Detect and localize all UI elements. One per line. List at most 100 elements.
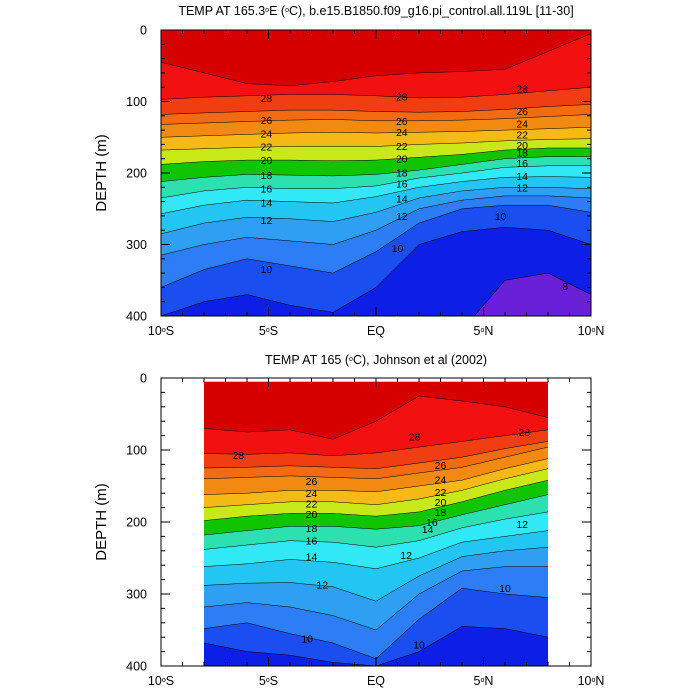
contour-line-t16 <box>161 165 591 199</box>
contour-label: 18 <box>306 523 318 535</box>
contour-label: 22 <box>435 487 447 499</box>
contour-fills <box>161 30 591 316</box>
contour-line-t9 <box>203 626 549 666</box>
x-tick-label: 5oN <box>474 324 494 338</box>
contour-line-t11 <box>203 566 548 631</box>
contour-line-t10 <box>161 204 591 288</box>
y-tick-label: 400 <box>126 310 147 324</box>
x-tick-label: 10oS <box>148 324 174 338</box>
contour-line-t26 <box>161 114 591 125</box>
contour-line-t28 <box>161 86 591 100</box>
contour-label: 20 <box>306 509 318 521</box>
contour-label: 28 <box>261 93 273 105</box>
y-tick-label: 300 <box>126 588 147 602</box>
contour-label: 18 <box>516 147 528 159</box>
y-axis-label: DEPTH (m) <box>93 483 110 561</box>
contour-label: 10 <box>495 211 507 223</box>
contour-line-t9 <box>161 227 591 316</box>
contour-line-t18 <box>203 494 549 536</box>
contour-label: 18 <box>396 167 408 179</box>
contour-line-t20 <box>161 147 591 165</box>
contour-label: 22 <box>516 129 528 141</box>
contour-line-t22 <box>203 468 549 508</box>
contour-line-t28 <box>203 429 549 457</box>
contour-label: 26 <box>261 115 273 127</box>
x-tick-label: 10oN <box>578 674 605 688</box>
contour-label: 28 <box>516 84 528 96</box>
x-tick-label: 5oS <box>259 674 278 688</box>
y-tick-label: 0 <box>140 372 147 386</box>
panel-model: TEMP AT 165.3oE (oC), b.e15.B1850.f09_g1… <box>93 4 604 338</box>
contour-labels: 2826242220181614121028262422201816141210… <box>233 427 531 651</box>
contour-label: 14 <box>261 197 273 209</box>
contour-band-t9 <box>161 227 591 316</box>
contour-line-t29 <box>203 395 549 440</box>
contour-labels: 2826242220181614121028262422201816141210… <box>261 84 569 293</box>
contour-line-t20 <box>203 479 549 521</box>
contour-line-t8 <box>473 272 591 316</box>
contour-line-t29 <box>161 33 591 87</box>
contour-label: 28 <box>233 450 245 462</box>
contour-line-t24 <box>203 458 549 495</box>
contour-label: 12 <box>400 550 412 562</box>
contour-label: 12 <box>261 215 273 227</box>
contour-label: 20 <box>435 497 447 509</box>
x-tick-label: EQ <box>367 324 385 338</box>
contour-line-t18 <box>161 156 591 182</box>
contour-line-t14 <box>203 530 549 570</box>
contour-line-t16 <box>203 511 549 550</box>
contour-label: 16 <box>426 517 438 529</box>
contour-label: 26 <box>435 460 447 472</box>
contour-label: 20 <box>516 140 528 152</box>
contour-label: 22 <box>306 498 318 510</box>
contour-band-t9 <box>204 626 548 666</box>
contour-label: 14 <box>396 194 408 206</box>
contour-line-t12 <box>161 187 591 235</box>
contour-label: 16 <box>261 184 273 196</box>
x-tick-label: EQ <box>367 674 385 688</box>
y-tick-label: 0 <box>140 24 147 38</box>
contour-label: 28 <box>396 91 408 103</box>
contour-label: 14 <box>516 171 528 183</box>
contour-line-t14 <box>161 176 591 215</box>
contour-label: 22 <box>261 142 273 154</box>
x-tick-label: 10oN <box>578 324 605 338</box>
contour-label: 10 <box>413 639 425 651</box>
contour-label: 24 <box>261 129 273 141</box>
contour-label: 16 <box>516 158 528 170</box>
y-axis-label: DEPTH (m) <box>93 134 110 212</box>
contour-line-t22 <box>161 138 591 151</box>
y-tick-label: 200 <box>126 167 147 181</box>
contour-label: 12 <box>316 580 328 592</box>
contour-band-t8 <box>474 273 591 316</box>
contour-lines <box>203 395 549 666</box>
contour-fills <box>161 378 591 666</box>
x-tick-label: 10oS <box>148 674 174 688</box>
contour-label: 26 <box>396 116 408 128</box>
contour-label: 20 <box>261 155 273 167</box>
contour-label: 24 <box>435 475 447 487</box>
contour-label: 22 <box>396 141 408 153</box>
contour-line-t27 <box>203 441 549 469</box>
contour-label: 14 <box>306 552 318 564</box>
y-tick-label: 100 <box>126 444 147 458</box>
contour-label: 10 <box>392 243 404 255</box>
contour-label: 16 <box>396 179 408 191</box>
contour-line-t24 <box>161 126 591 138</box>
contour-line-t26 <box>203 446 549 480</box>
y-tick-label: 300 <box>126 238 147 252</box>
contour-label: 10 <box>499 583 511 595</box>
contour-label: 28 <box>519 427 531 439</box>
contour-label: 28 <box>409 431 421 443</box>
y-tick-label: 200 <box>126 516 147 530</box>
contour-label: 16 <box>306 536 318 548</box>
contour-label: 10 <box>301 634 313 646</box>
contour-label: 12 <box>516 519 528 531</box>
panel-observed: TEMP AT 165 (oC), Johnson et al (2002) 2… <box>93 353 604 688</box>
contour-label: 26 <box>516 106 528 118</box>
contour-label: 18 <box>435 507 447 519</box>
contour-label: 24 <box>306 488 318 500</box>
contour-label: 10 <box>261 264 273 276</box>
